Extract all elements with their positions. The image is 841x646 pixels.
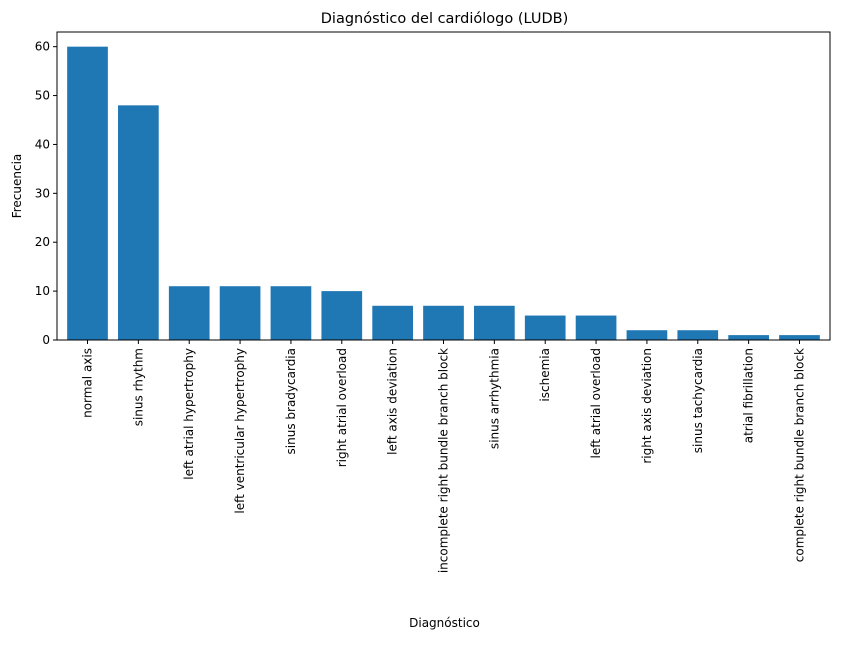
- x-tick-label: left ventricular hypertrophy: [233, 348, 247, 514]
- x-tick-label: right atrial overload: [335, 348, 349, 467]
- x-tick-label: sinus tachycardia: [691, 348, 705, 453]
- y-tick-label: 20: [35, 235, 50, 249]
- bar-sinus-arrhythmia: [474, 305, 515, 340]
- bar-sinus-rhythm: [118, 105, 159, 340]
- bar-left-ventricular-hypertrophy: [219, 286, 261, 340]
- x-tick-label: left atrial overload: [589, 348, 603, 458]
- y-tick-label: 60: [35, 40, 50, 54]
- y-tick-label: 30: [35, 186, 50, 200]
- x-tick-label: atrial fibrillation: [742, 348, 756, 443]
- y-tick-label: 50: [35, 89, 50, 103]
- x-tick-label: sinus bradycardia: [284, 348, 298, 454]
- bar-right-atrial-overload: [321, 291, 363, 340]
- bar-left-axis-deviation: [372, 305, 413, 340]
- y-tick-label: 0: [42, 333, 50, 347]
- bar-left-atrial-overload: [575, 315, 617, 340]
- y-axis: 0 10 20 30 40 50 60: [35, 40, 57, 347]
- y-axis-label: Frecuencia: [10, 154, 24, 219]
- bar-normal-axis: [67, 46, 108, 341]
- x-tick-label: complete right bundle branch block: [792, 348, 806, 562]
- bar-ischemia: [524, 315, 566, 340]
- bar-atrial-fibrillation: [728, 335, 769, 340]
- x-axis-label: Diagnóstico: [409, 616, 480, 630]
- bar-incomplete-right-bundle-branch-block: [423, 305, 464, 340]
- x-axis: normal axis sinus rhythm left atrial hyper…: [81, 340, 806, 573]
- chart-title: Diagnóstico del cardiólogo (LUDB): [321, 11, 568, 27]
- x-tick-label: sinus rhythm: [131, 348, 145, 426]
- x-tick-label: right axis deviation: [640, 348, 654, 464]
- bar-sinus-tachycardia: [677, 330, 719, 340]
- bar-right-axis-deviation: [626, 330, 668, 340]
- plot-frame: [56, 31, 831, 341]
- x-tick-label: left atrial hypertrophy: [182, 348, 196, 480]
- x-tick-label: incomplete right bundle branch block: [437, 348, 451, 573]
- x-tick-label: normal axis: [81, 348, 95, 418]
- y-tick-label: 40: [35, 137, 50, 151]
- bar-sinus-bradycardia: [270, 286, 312, 340]
- bar-left-atrial-hypertrophy: [168, 286, 210, 340]
- x-tick-label: ischemia: [538, 348, 552, 402]
- x-tick-label: left axis deviation: [386, 348, 400, 455]
- x-tick-label: sinus arrhythmia: [487, 348, 501, 449]
- bar-complete-right-bundle-branch-block: [779, 335, 820, 340]
- y-tick-label: 10: [35, 284, 50, 298]
- bars-group: [67, 46, 820, 341]
